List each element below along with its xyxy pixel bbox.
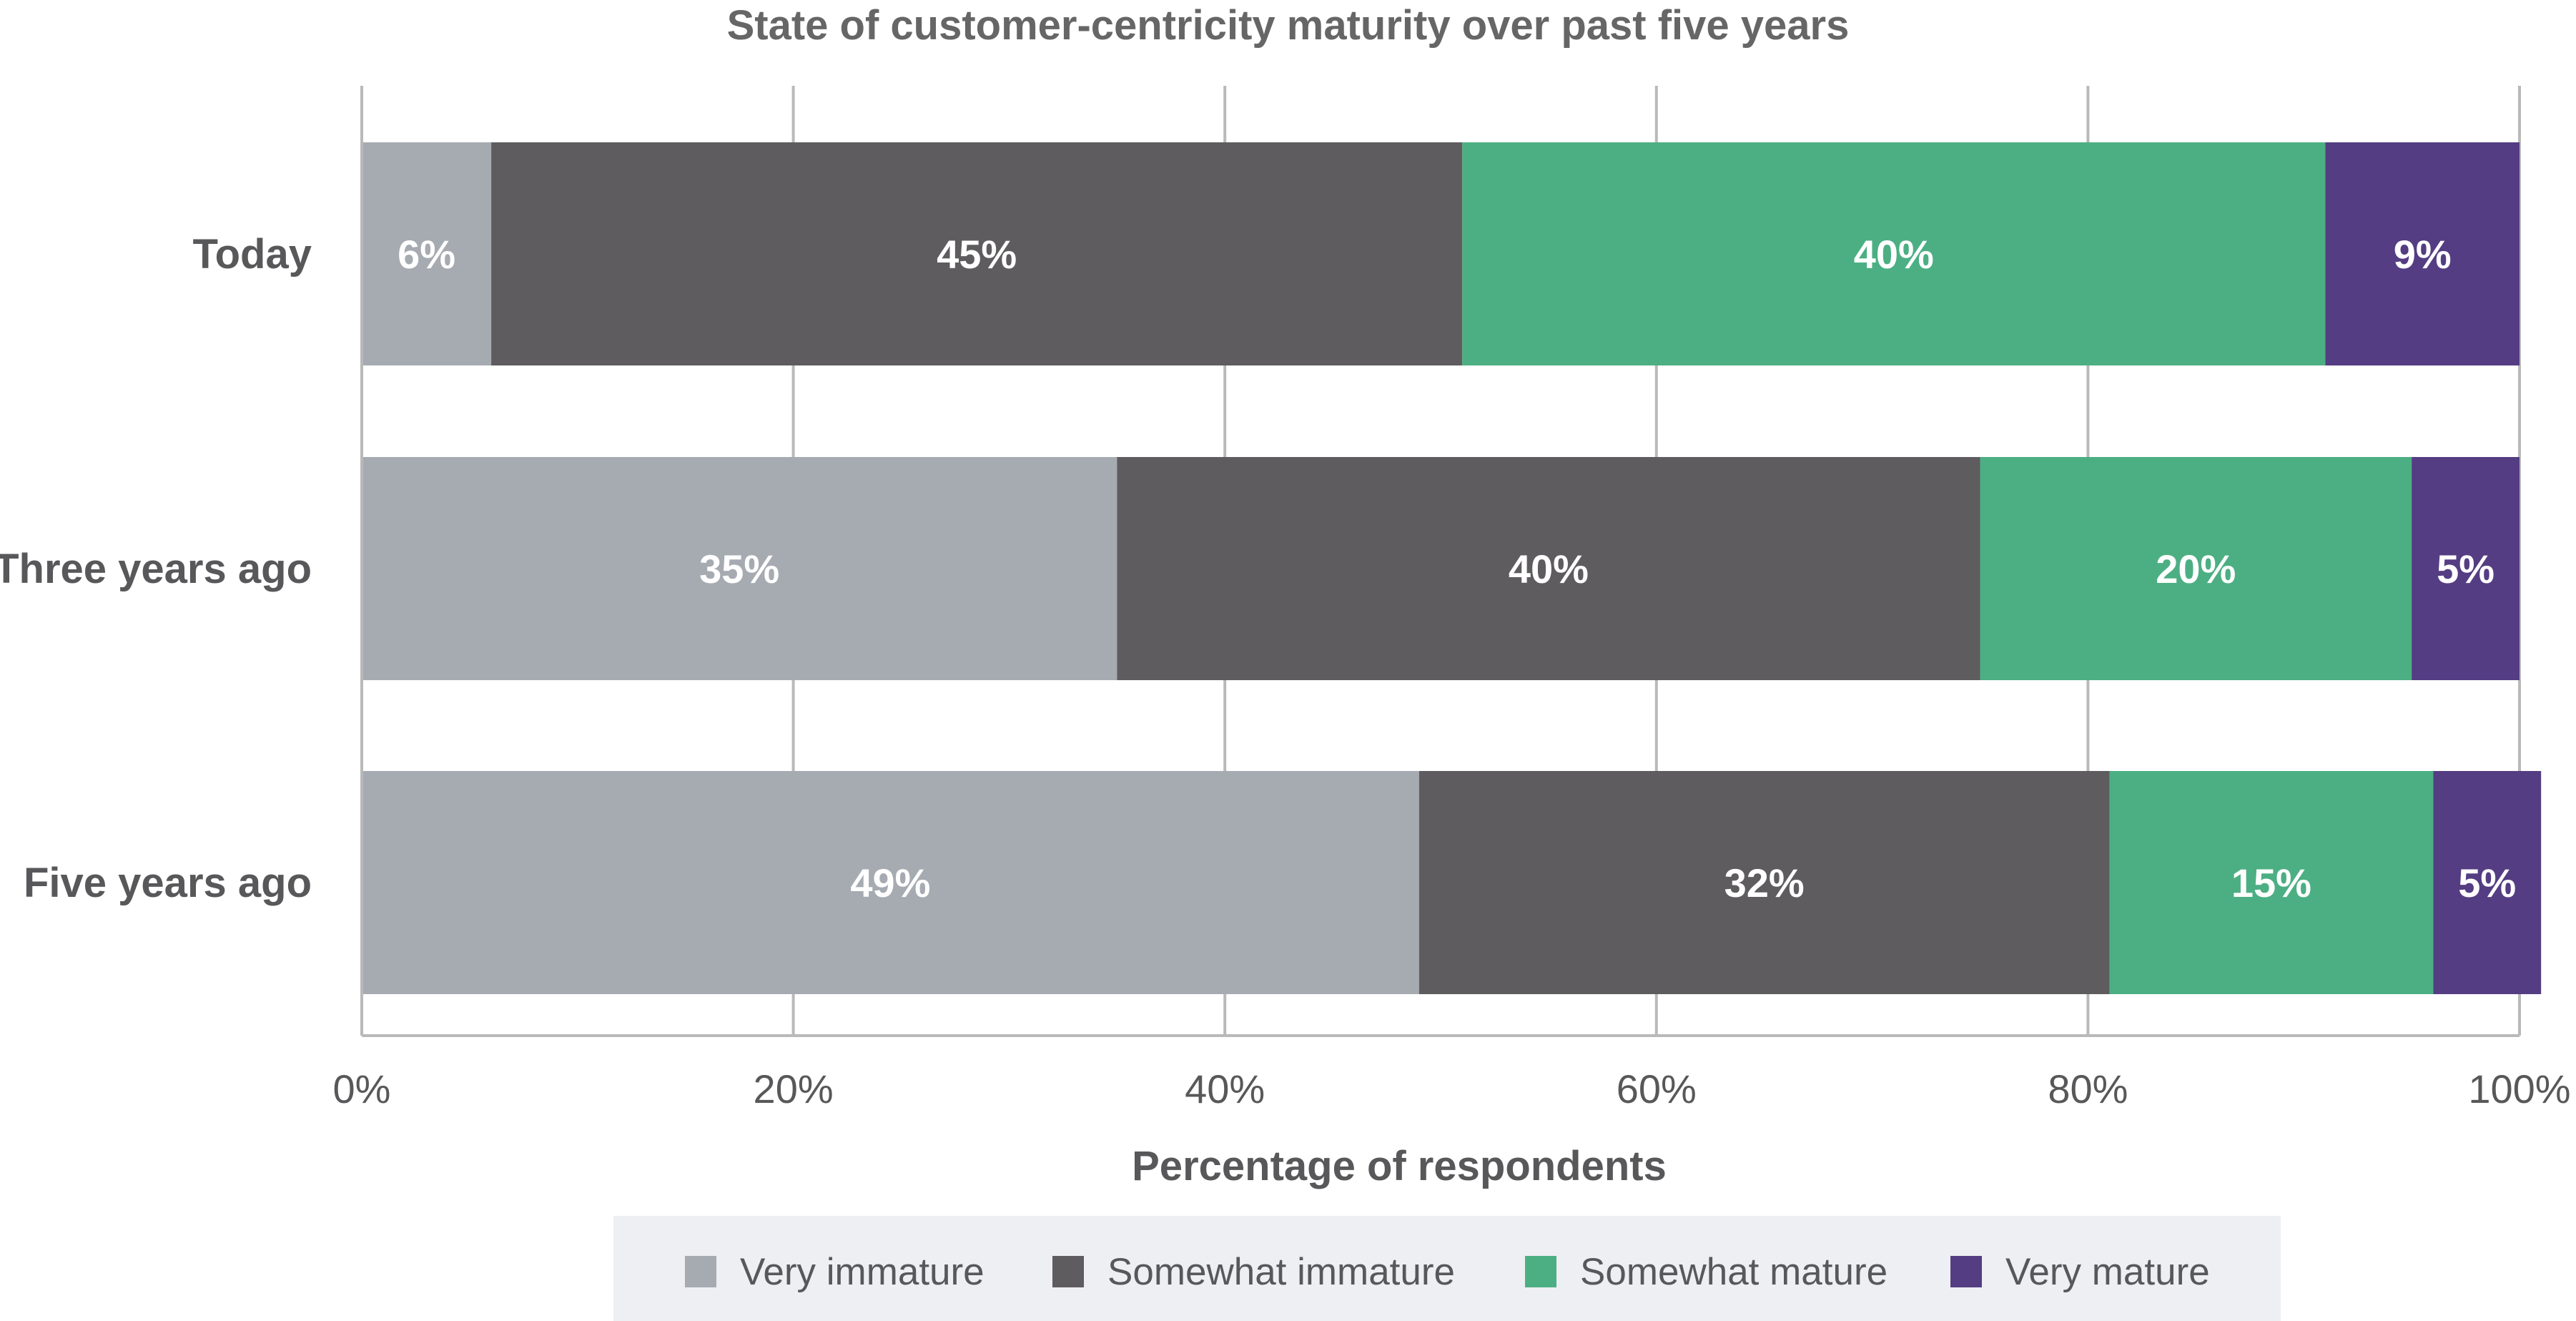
bar-segment: [2325, 142, 2520, 365]
x-tick-label: 40%: [1185, 1066, 1265, 1111]
legend-swatch: [685, 1256, 716, 1287]
x-axis-title: Percentage of respondents: [1132, 1143, 1667, 1189]
legend-swatch: [1950, 1256, 1982, 1287]
legend-swatch: [1525, 1256, 1556, 1287]
data-label: 40%: [1854, 232, 1934, 277]
x-tick-label: 0%: [333, 1066, 391, 1111]
bar-segment: [362, 457, 1117, 680]
labels: 6% 45% 40% 9% Today 35% 40% 20% 5% Three years ag…: [0, 231, 2571, 1111]
bar-segment: [1462, 142, 2326, 365]
bar-segment: [1980, 457, 2412, 680]
data-label: 6%: [398, 232, 455, 277]
legend-swatch: [1052, 1256, 1084, 1287]
legend-label: Very mature: [2005, 1251, 2210, 1293]
legend-background: [613, 1216, 2281, 1321]
bar-segment: [362, 771, 1419, 994]
bar-segment: [2109, 771, 2434, 994]
bar-segment: [362, 142, 492, 365]
x-tick-label: 80%: [2048, 1066, 2128, 1111]
bar-segment: [2412, 457, 2520, 680]
legend-label: Somewhat immature: [1107, 1251, 1455, 1293]
category-label: Five years ago: [24, 860, 312, 906]
legend-label: Somewhat mature: [1580, 1251, 1887, 1293]
data-label: 35%: [699, 546, 779, 591]
bar-segment: [491, 142, 1463, 365]
data-label: 20%: [2156, 546, 2236, 591]
chart-title: State of customer-centricity maturity ov…: [727, 2, 1850, 49]
bar-segment: [1418, 771, 2110, 994]
data-label: 15%: [2231, 860, 2311, 905]
data-label: 40%: [1509, 546, 1589, 591]
data-label: 45%: [937, 232, 1017, 277]
bar-segment: [2433, 771, 2542, 994]
data-label: 49%: [850, 860, 930, 905]
data-label: 32%: [1724, 860, 1805, 905]
legend: Very immature Somewhat immature Somewhat m…: [613, 1216, 2281, 1321]
x-tick-label: 60%: [1617, 1066, 1697, 1111]
category-label: Three years ago: [0, 546, 312, 592]
x-tick-label: 20%: [754, 1066, 834, 1111]
legend-label: Very immature: [740, 1251, 984, 1293]
data-label: 9%: [2394, 232, 2452, 277]
x-tick-label: 100%: [2468, 1066, 2570, 1111]
bar-segment: [1117, 457, 1980, 680]
bar-segments: [362, 142, 2542, 994]
category-label: Today: [193, 231, 312, 278]
data-label: 5%: [2437, 546, 2494, 591]
data-label: 5%: [2458, 860, 2516, 905]
axes: [360, 86, 2520, 1037]
